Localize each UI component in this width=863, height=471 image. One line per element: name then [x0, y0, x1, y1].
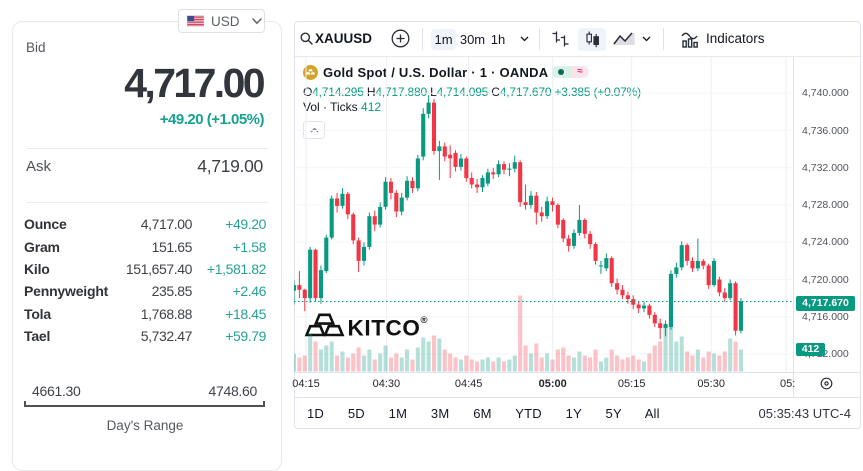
svg-text:KITCO: KITCO [348, 316, 421, 341]
svg-text:®: ® [421, 315, 428, 326]
